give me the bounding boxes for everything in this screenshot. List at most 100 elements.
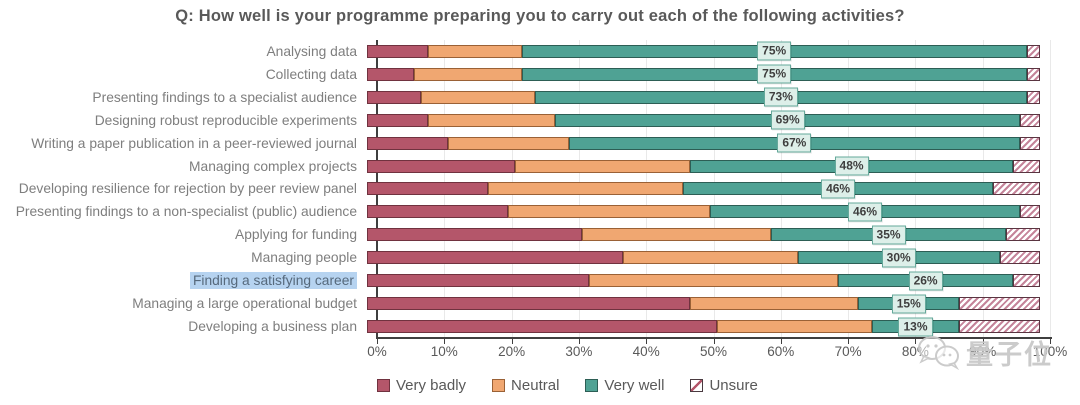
bar-track: 46% [367, 178, 1040, 201]
bar-segment-very-badly [367, 320, 717, 334]
bar-track: 73% [367, 86, 1040, 109]
legend-swatch-icon [377, 379, 390, 392]
tick-mark [848, 339, 850, 344]
category-label: Collecting data [265, 66, 357, 82]
x-tick-label: 10% [430, 344, 458, 359]
bar-segment-neutral [508, 205, 711, 219]
category-label: Analysing data [266, 43, 357, 59]
legend-item-very-badly: Very badly [377, 377, 466, 394]
category-label: Presenting findings to a specialist audi… [92, 89, 357, 105]
stacked-bar [367, 67, 1040, 81]
category-label: Applying for funding [235, 227, 357, 243]
bar-track: 13% [367, 315, 1040, 338]
bar-segment-neutral [488, 182, 684, 196]
bar-track: 46% [367, 200, 1040, 223]
bar-segment-neutral [622, 251, 798, 265]
bar-segment-unsure [992, 182, 1040, 196]
bar-segment-unsure [959, 297, 1040, 311]
stacked-bar [367, 228, 1040, 242]
bar-row: Writing a paper publication in a peer-re… [0, 132, 1080, 155]
bar-row: Presenting findings to a specialist audi… [0, 86, 1080, 109]
bar-track: 26% [367, 269, 1040, 292]
legend-swatch-icon [492, 379, 506, 392]
bar-track: 67% [367, 132, 1040, 155]
bar-track: 75% [367, 63, 1040, 86]
value-label: 75% [757, 41, 792, 61]
value-label: 13% [898, 317, 933, 337]
legend-swatch-icon [585, 379, 599, 392]
x-tick-label: 90% [969, 344, 997, 359]
tick-mark [578, 339, 580, 344]
bar-segment-very-badly [367, 182, 489, 196]
legend-label: Neutral [511, 377, 560, 394]
highlighted-category-label[interactable]: Finding a satisfying career [189, 272, 357, 290]
bar-row: Developing a business plan 13% [0, 315, 1080, 338]
legend-item-very-well: Very well [585, 377, 664, 394]
tick-mark [780, 339, 782, 344]
bar-segment-very-badly [367, 113, 428, 127]
legend: Very badly Neutral Very well Unsure [377, 377, 758, 394]
category-label: Managing a large operational budget [132, 296, 357, 312]
legend-label: Very well [604, 377, 665, 394]
bar-segment-unsure [1026, 67, 1040, 81]
bar-row: Developing resilience for rejection by p… [0, 178, 1080, 201]
x-axis-labels: 0% 10% 20% 30% 40% 50% 60% 70% 80% 90% 100% [367, 344, 1067, 362]
tick-mark [646, 339, 648, 344]
value-label: 15% [891, 294, 926, 314]
bar-row: Finding a satisfying career 26% [0, 269, 1080, 292]
value-label: 48% [834, 156, 869, 176]
bar-row: Managing complex projects 48% [0, 155, 1080, 178]
stacked-bar [367, 44, 1040, 58]
bar-track: 69% [367, 109, 1040, 132]
x-tick-label: 0% [367, 344, 387, 359]
tick-mark [1050, 339, 1051, 344]
legend-swatch-icon [690, 379, 704, 392]
tick-mark [377, 339, 378, 344]
bar-segment-very-badly [367, 67, 415, 81]
value-label: 26% [908, 271, 943, 291]
value-label: 67% [777, 133, 812, 153]
bar-segment-unsure [1013, 159, 1040, 173]
bar-segment-very-badly [367, 159, 516, 173]
bar-segment-neutral [690, 297, 859, 311]
category-label: Managing complex projects [189, 158, 357, 174]
bar-segment-neutral [427, 44, 522, 58]
bar-segment-unsure [1006, 228, 1040, 242]
category-label: Presenting findings to a non-specialist … [15, 204, 357, 220]
legend-label: Very badly [396, 377, 467, 394]
tick-mark [511, 339, 513, 344]
bar-track: 15% [367, 292, 1040, 315]
stacked-bar [367, 136, 1040, 150]
bar-segment-unsure [1019, 205, 1040, 219]
tick-mark [915, 339, 917, 344]
bar-segment-very-badly [367, 228, 583, 242]
bar-segment-very-badly [367, 136, 448, 150]
bar-segment-very-badly [367, 90, 421, 104]
value-label: 30% [881, 248, 916, 268]
bar-segment-very-badly [367, 205, 509, 219]
bar-segment-neutral [582, 228, 771, 242]
bar-segment-neutral [515, 159, 691, 173]
stacked-bar [367, 205, 1040, 219]
bar-row: Managing people 30% [0, 246, 1080, 269]
value-label: 75% [757, 64, 792, 84]
category-label: Designing robust reproducible experiment… [94, 112, 357, 128]
x-tick-label: 70% [834, 344, 862, 359]
bar-row: Presenting findings to a non-specialist … [0, 200, 1080, 223]
legend-item-unsure: Unsure [690, 377, 758, 394]
bar-segment-very-badly [367, 297, 691, 311]
bar-segment-very-badly [367, 251, 623, 265]
value-label: 46% [821, 179, 856, 199]
bar-segment-very-badly [367, 44, 428, 58]
category-label: Developing resilience for rejection by p… [18, 181, 357, 197]
stacked-bar [367, 182, 1040, 196]
bar-row: Managing a large operational budget 15% [0, 292, 1080, 315]
tick-mark [444, 339, 446, 344]
bar-segment-unsure [1026, 90, 1040, 104]
bar-segment-unsure [1019, 113, 1040, 127]
bar-segment-neutral [420, 90, 536, 104]
bar-row: Designing robust reproducible experiment… [0, 109, 1080, 132]
bar-segment-unsure [999, 251, 1040, 265]
value-label: 35% [871, 225, 906, 245]
